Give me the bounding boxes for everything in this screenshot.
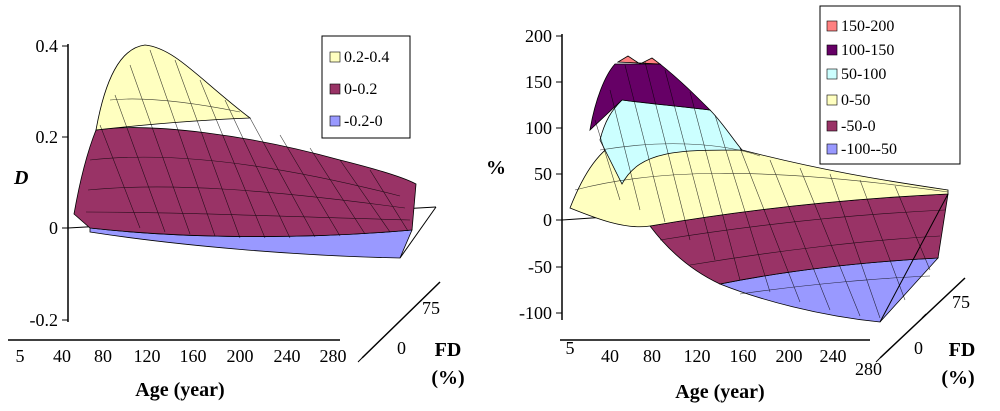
left-x-tick-label: 40	[53, 346, 71, 366]
left-surface-upper-band	[95, 44, 252, 131]
right-legend-swatch	[826, 143, 838, 155]
right-x-tick-label: 240	[820, 346, 847, 366]
right-surface-100-150-band	[589, 63, 712, 132]
left-surface-chart: 0.4 0.2 0 -0.2 D 5 40 80 120 160 200 240…	[8, 35, 465, 401]
right-z-axis-label: %	[486, 157, 506, 179]
right-z-tick-label: 200	[525, 26, 552, 46]
right-y-tick	[875, 357, 881, 363]
left-y-axis-unit: (%)	[431, 367, 464, 389]
right-y-tick	[921, 313, 927, 319]
right-x-tick-label: 280	[855, 359, 882, 379]
right-legend-box	[819, 5, 961, 165]
left-legend-label: 0-0.2	[344, 81, 377, 98]
right-z-tick-label: 100	[525, 118, 552, 138]
left-y-axis-label: FD	[435, 339, 462, 361]
left-z-tick-label: -0.2	[30, 310, 59, 330]
right-y-tick-label: 0	[914, 338, 923, 358]
left-surface-mesh	[85, 49, 411, 239]
left-floor-edge	[399, 206, 437, 259]
right-x-tick-label: 160	[730, 346, 757, 366]
left-legend-label: -0.2-0	[344, 113, 383, 130]
right-surface-150-200-band	[616, 55, 662, 65]
right-legend-label: -50-0	[841, 118, 876, 135]
left-x-axis-label: Age (year)	[135, 379, 224, 401]
right-x-tick-label: 200	[776, 346, 803, 366]
right-z-tick-label: -50	[528, 257, 552, 277]
left-surface-middle-band	[73, 127, 417, 237]
right-legend-swatch	[826, 120, 838, 132]
left-y-tick	[395, 320, 401, 326]
right-legend-swatch	[826, 20, 838, 32]
left-z-tick-label: 0.2	[36, 127, 59, 147]
left-y-axis	[361, 281, 441, 359]
left-legend: 0.2-0.4 0-0.2 -0.2-0	[321, 35, 411, 139]
left-legend-label: 0.2-0.4	[344, 49, 389, 66]
left-x-tick-label: 120	[134, 346, 161, 366]
right-x-tick-label: 80	[643, 346, 661, 366]
right-legend-swatch	[826, 44, 838, 56]
left-z-axis-label: D	[13, 167, 28, 189]
left-x-tick-label: 80	[94, 346, 112, 366]
left-legend-swatch	[329, 115, 341, 127]
left-x-tick-label: 5	[16, 346, 25, 366]
right-x-axis-label: Age (year)	[675, 381, 764, 403]
left-legend-swatch	[329, 51, 341, 63]
right-x-tick-label: 40	[601, 346, 619, 366]
right-surface-mesh	[574, 61, 949, 319]
right-legend: 150-200 100-150 50-100 0-50 -50-0 -100--…	[819, 5, 961, 165]
right-z-tick-label: -100	[519, 303, 552, 323]
left-x-tick-label: 280	[320, 346, 347, 366]
right-legend-label: 0-50	[841, 92, 870, 109]
right-legend-label: 100-150	[841, 42, 894, 59]
right-x-tick-label: 5	[566, 338, 575, 358]
right-z-tick-label: 50	[534, 164, 552, 184]
left-z-tick-label: 0	[49, 218, 58, 238]
right-x-tick-label: 120	[684, 346, 711, 366]
left-x-tick-label: 160	[180, 346, 207, 366]
right-floor-edge	[879, 193, 949, 323]
right-surface-chart: 200 150 100 50 0 -50 -100 % 5 40 80 120	[486, 5, 976, 403]
right-legend-label: 150-200	[841, 18, 894, 35]
left-z-tick-label: 0.4	[36, 36, 59, 56]
left-y-tick-label: 0	[397, 338, 406, 358]
right-legend-label: 50-100	[841, 66, 886, 83]
left-x-tick-label: 200	[227, 346, 254, 366]
right-legend-swatch	[826, 68, 838, 80]
left-x-tick-label: 240	[274, 346, 301, 366]
right-legend-label: -100--50	[841, 141, 897, 158]
left-y-tick	[357, 357, 363, 363]
right-z-tick-label: 150	[525, 72, 552, 92]
right-surface-50-100-band	[599, 99, 743, 185]
left-legend-swatch	[329, 83, 341, 95]
right-y-tick-label: 75	[952, 292, 970, 312]
left-y-tick-label: 75	[422, 298, 440, 318]
right-y-axis-label: FD	[949, 339, 976, 361]
right-legend-swatch	[826, 94, 838, 106]
right-z-tick-label: 0	[543, 210, 552, 230]
right-y-axis-unit: (%)	[941, 367, 974, 389]
